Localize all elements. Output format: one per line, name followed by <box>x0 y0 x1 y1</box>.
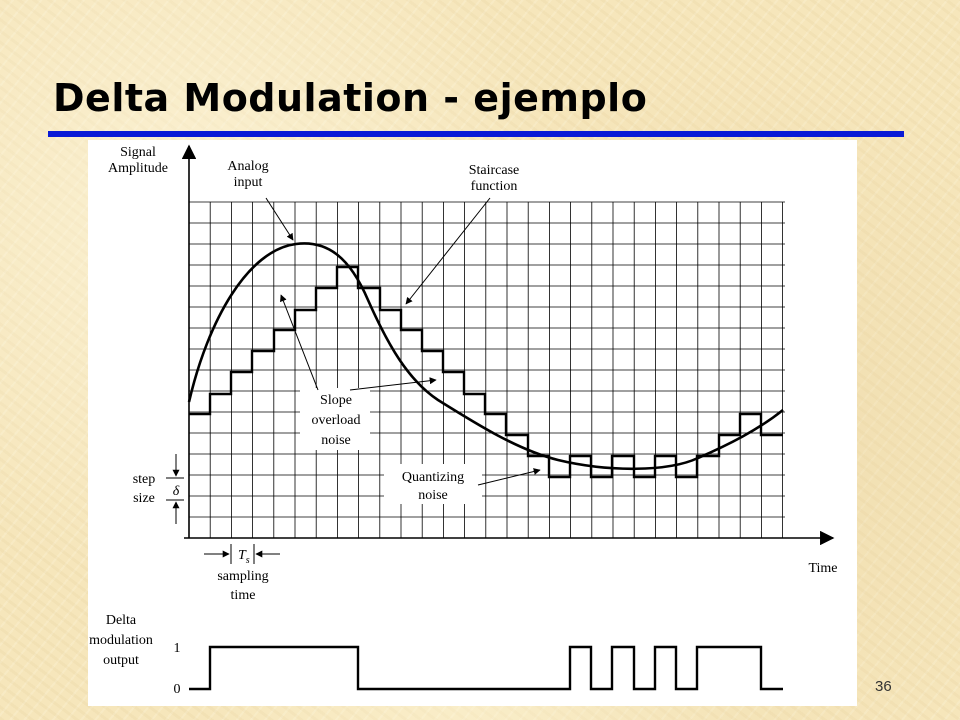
slope-overload-label-line1: Slope <box>320 393 352 408</box>
output-label-line2: modulation <box>89 633 153 648</box>
sampling-time-label-line2: time <box>231 588 256 603</box>
staircase-function <box>189 265 783 479</box>
staircase-label-line2: function <box>471 179 518 194</box>
delta-modulation-diagram: Signal Amplitude Time Analog input Stair… <box>89 144 838 697</box>
quantizing-noise-label-line1: Quantizing <box>402 470 464 485</box>
delta-symbol: δ <box>173 484 180 499</box>
slope-overload-arrow-right <box>349 377 437 391</box>
step-size-label-line1: step <box>133 472 156 487</box>
output-level-high: 1 <box>174 641 181 656</box>
analog-input-curve <box>187 242 784 471</box>
delta-modulation-figure: Signal Amplitude Time Analog input Stair… <box>88 140 857 706</box>
staircase-arrow <box>405 197 491 305</box>
analog-input-label-line2: input <box>234 175 263 190</box>
step-size-label-line2: size <box>133 491 155 506</box>
slope-overload-label-line3: noise <box>321 433 351 448</box>
title-underline <box>48 131 904 137</box>
quantizing-noise-arrow <box>477 468 541 486</box>
slope-overload-label-line2: overload <box>312 413 361 428</box>
quantizing-noise-label-line2: noise <box>418 488 448 503</box>
analog-input-arrow <box>265 197 294 241</box>
sampling-time-label-line1: sampling <box>217 569 268 584</box>
grid <box>188 201 785 539</box>
y-axis-label-line1: Signal <box>120 145 156 160</box>
x-axis-label: Time <box>808 561 837 576</box>
slope-overload-arrow-up <box>280 294 319 391</box>
analog-input-label-line1: Analog <box>227 159 268 174</box>
delta-modulation-output-waveform <box>189 645 783 691</box>
staircase-label-line1: Staircase <box>469 163 520 178</box>
ts-symbol: Ts <box>238 548 250 566</box>
output-label-line3: output <box>103 653 139 668</box>
y-axis-label-line2: Amplitude <box>108 161 168 176</box>
output-label-line1: Delta <box>106 613 137 628</box>
output-level-low: 0 <box>174 682 181 697</box>
page-number: 36 <box>875 678 892 695</box>
slide-title: Delta Modulation - ejemplo <box>53 76 648 120</box>
